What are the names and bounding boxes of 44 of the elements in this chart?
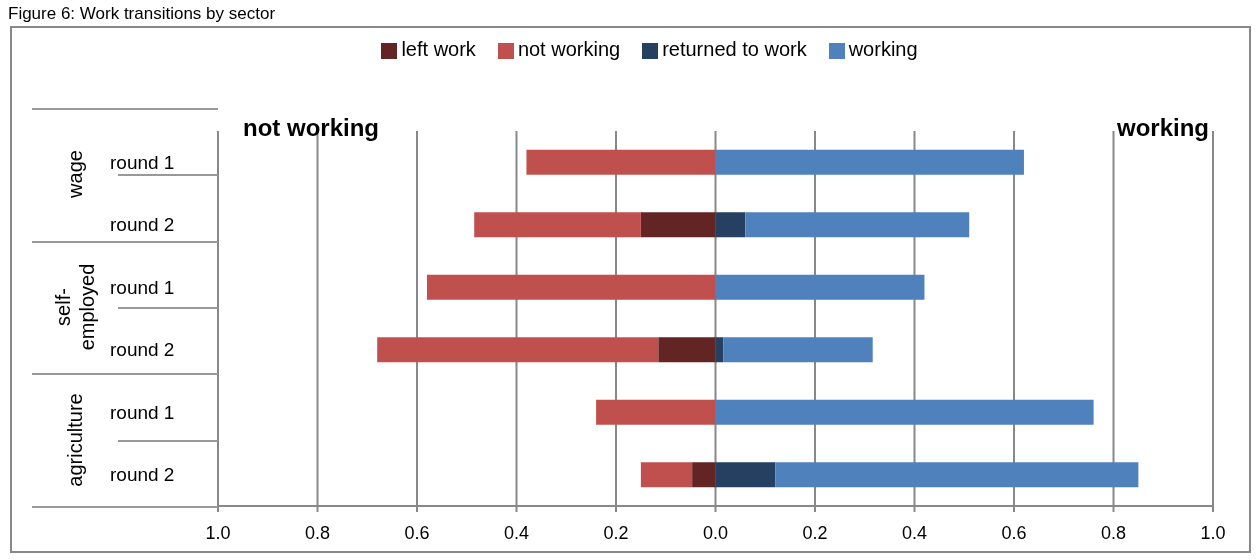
x-tick-label: 0.6 [1001, 522, 1027, 543]
x-tick-label: 0.4 [901, 522, 928, 543]
y-tick-label: round 1 [110, 276, 175, 298]
bar [474, 212, 641, 238]
bar [377, 337, 659, 363]
bar [745, 212, 970, 238]
annotation: working [1116, 114, 1209, 142]
y-tick-label: round 1 [110, 151, 175, 173]
bar [723, 337, 873, 363]
legend-label: returned to work [662, 38, 807, 60]
y-tick-label: round 2 [110, 214, 175, 236]
bar [715, 274, 925, 300]
y-tick-label: round 2 [110, 464, 175, 486]
x-tick-label: 0.6 [404, 522, 430, 543]
text: wage [63, 149, 87, 201]
x-tick-label: 0.8 [1100, 522, 1127, 543]
y-tick-label: round 1 [110, 401, 175, 423]
legend-label: left work [401, 38, 476, 60]
x-tick-label: 0.0 [702, 522, 729, 543]
bar [596, 399, 716, 425]
bar [640, 462, 693, 488]
bar [640, 212, 716, 238]
bar [715, 212, 746, 238]
text: self-employed [51, 262, 99, 353]
text: agriculture [63, 391, 87, 489]
bar [715, 399, 1094, 425]
legend-label: working [848, 38, 918, 60]
bar [658, 337, 716, 363]
legend-label: not working [517, 38, 621, 60]
bar [715, 149, 1024, 175]
bar [775, 462, 1139, 488]
x-tick-label: 0.2 [802, 522, 828, 543]
x-tick-label: 0.4 [503, 522, 530, 543]
x-tick-label: 0.8 [304, 522, 331, 543]
x-tick-label: 1.0 [1200, 522, 1226, 543]
chart-title: Figure 6: Work transitions by sector [8, 4, 276, 24]
x-tick-label: 1.0 [205, 522, 231, 543]
bar [715, 462, 776, 488]
y-tick-label: round 2 [110, 339, 175, 361]
bar [426, 274, 716, 300]
bar [526, 149, 716, 175]
bar [692, 462, 716, 488]
annotation: not working [243, 114, 379, 142]
x-tick-label: 0.2 [603, 522, 629, 543]
